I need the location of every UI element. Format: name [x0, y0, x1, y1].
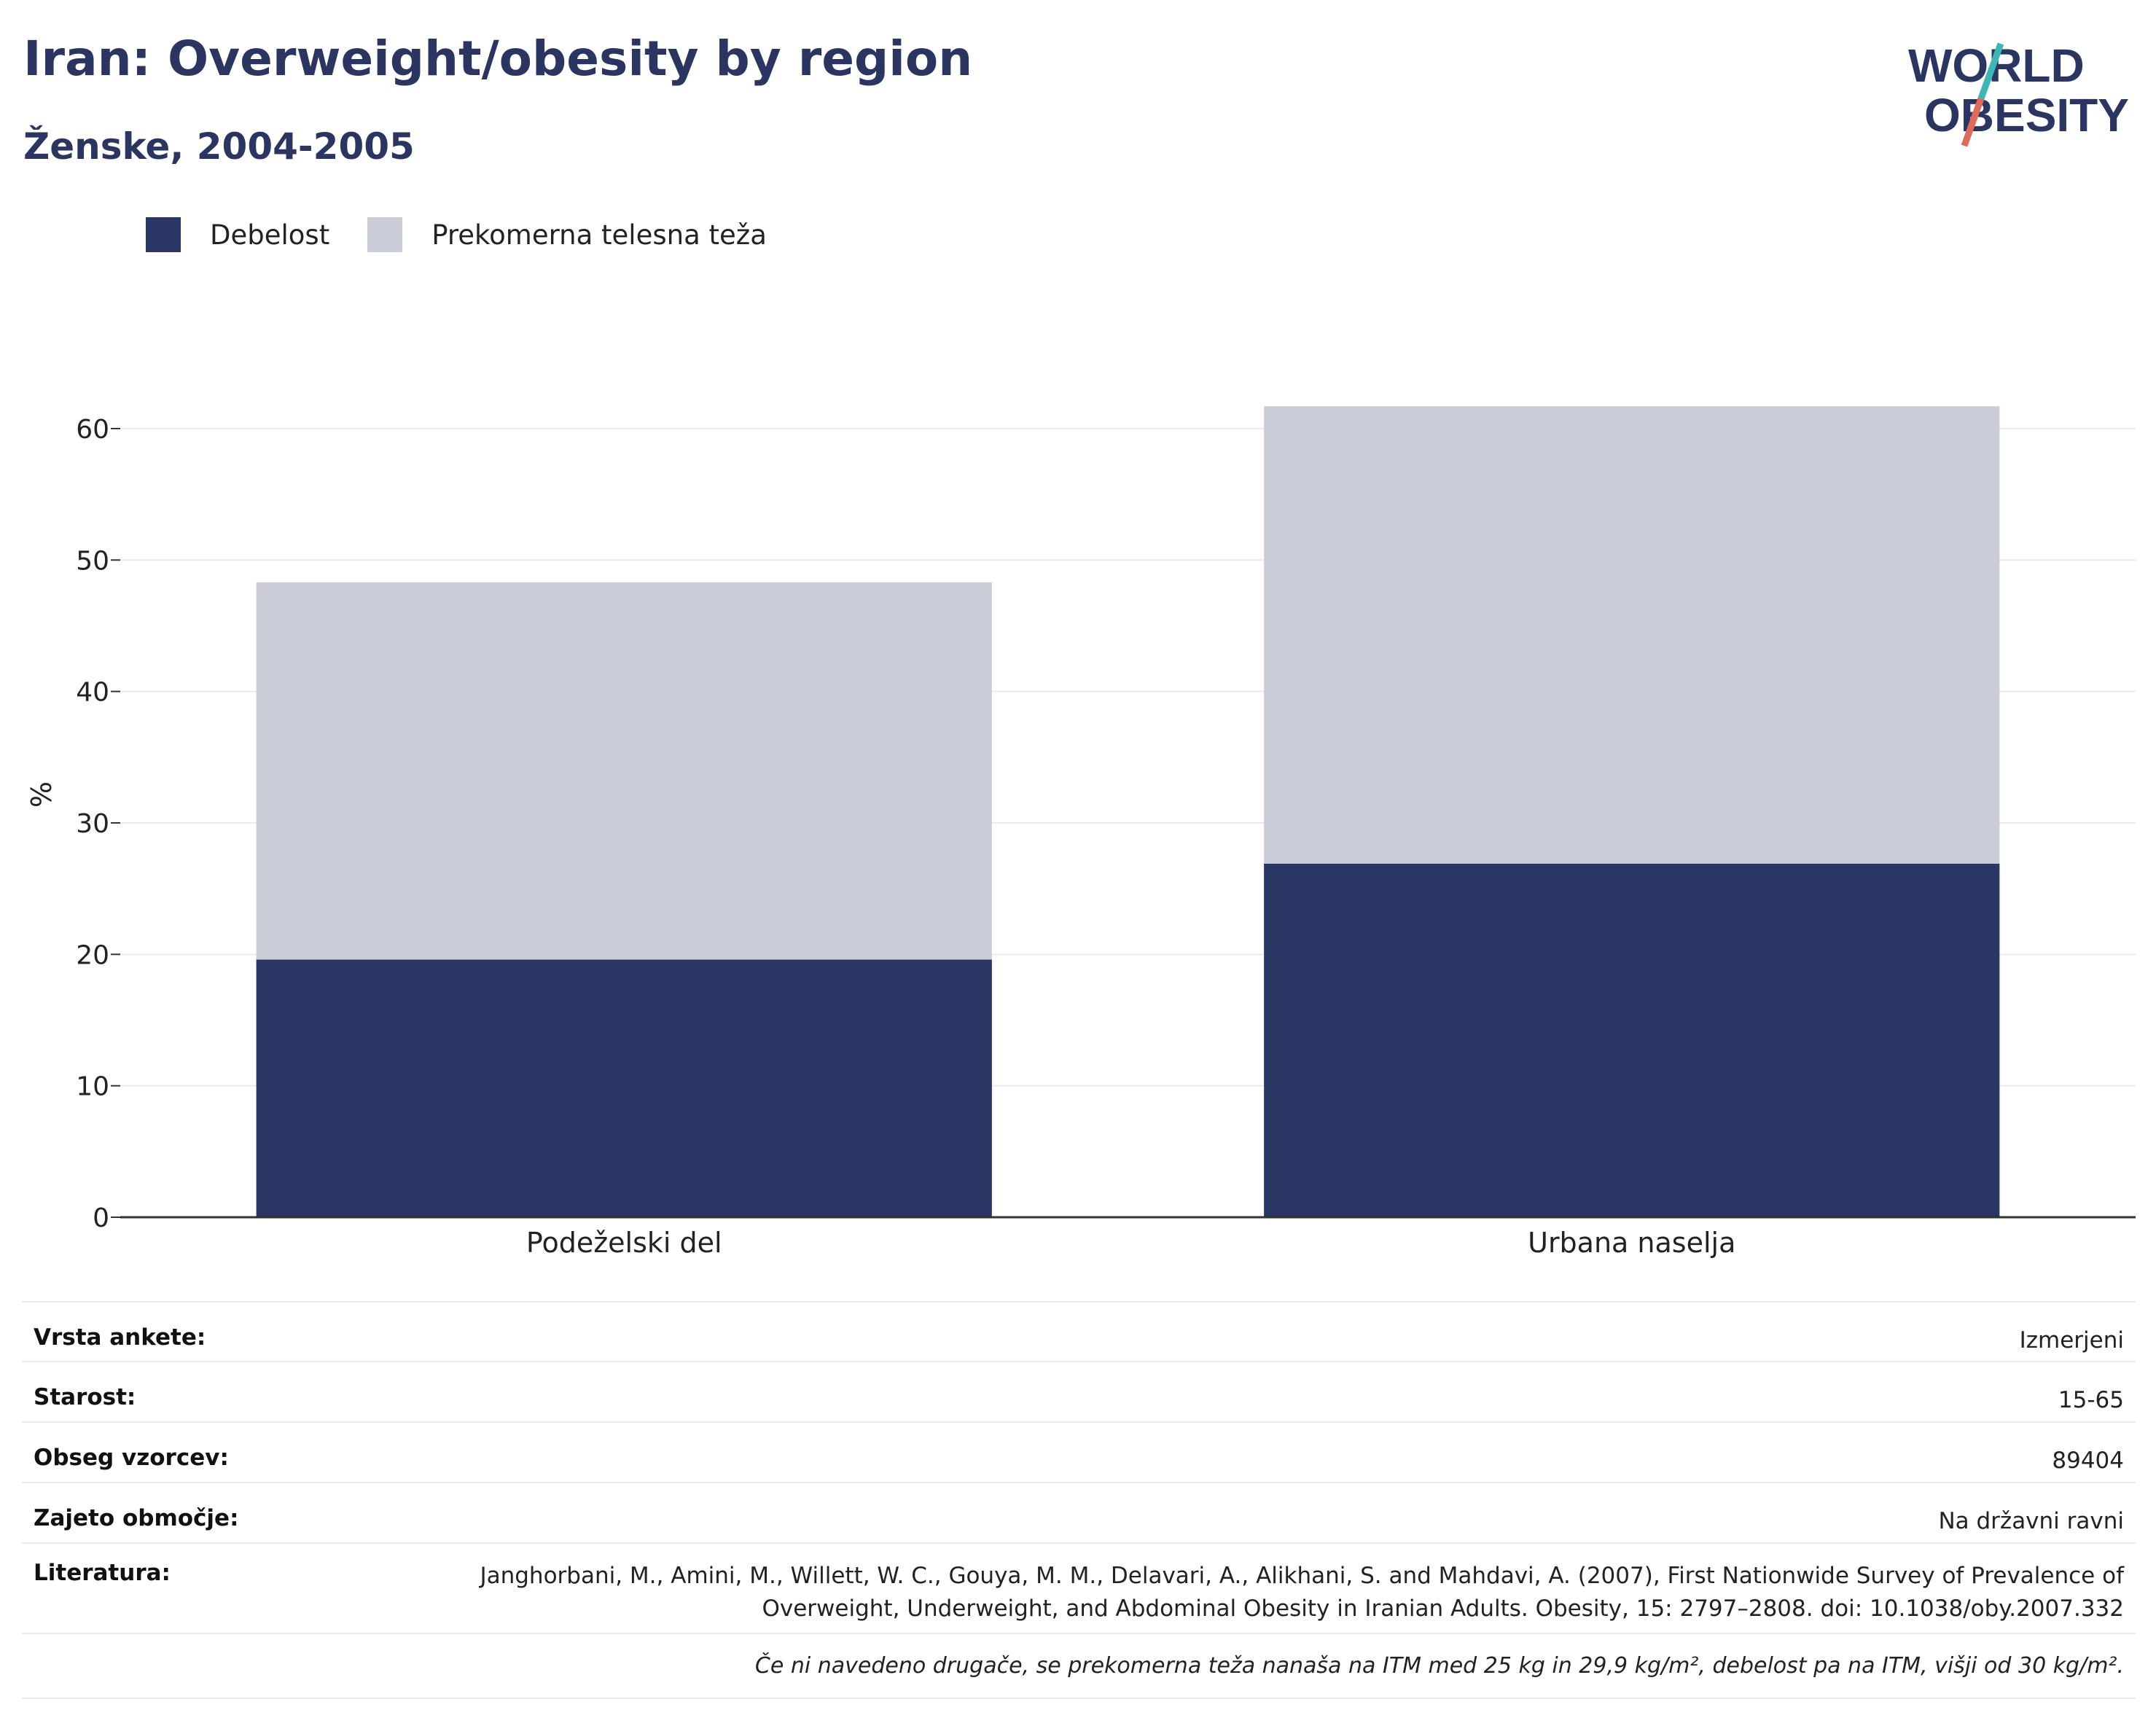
info-key: Zajeto območje: — [34, 1505, 239, 1531]
info-row-sample-size: Obseg vzorcev: 89404 — [22, 1421, 2136, 1482]
info-value: 15-65 — [2058, 1387, 2124, 1413]
legend: Debelost Prekomerna telesna teža — [146, 217, 805, 252]
legend-swatch-obesity — [146, 217, 181, 252]
info-value: Na državni ravni — [1938, 1508, 2124, 1534]
info-value: Izmerjeni — [2019, 1327, 2124, 1354]
reference-link[interactable]: Janghorbani, M., Amini, M., Willett, W. … — [480, 1563, 2124, 1622]
info-key: Literatura: — [34, 1560, 171, 1586]
y-tick-label: 50 — [76, 546, 109, 576]
bar-overweight-0 — [256, 582, 992, 960]
definition-note: Če ni navedeno drugače, se prekomerna te… — [22, 1633, 2136, 1699]
info-table: Vrsta ankete: Izmerjeni Starost: 15-65 O… — [22, 1301, 2136, 1699]
info-row-area: Zajeto območje: Na državni ravni — [22, 1482, 2136, 1542]
logo-slash-red — [1961, 97, 1985, 147]
y-tick-label: 60 — [76, 415, 109, 445]
logo-line2: OBESITY — [1924, 89, 2129, 141]
info-row-survey-type: Vrsta ankete: Izmerjeni — [22, 1301, 2136, 1361]
x-tick-label: Podeželski del — [526, 1227, 722, 1259]
legend-item-obesity[interactable]: Debelost — [146, 217, 329, 252]
bar-overweight-1 — [1264, 406, 2000, 864]
world-obesity-logo: WORLD OBESITY — [1908, 39, 2129, 147]
info-row-reference: Literatura: Janghorbani, M., Amini, M., … — [22, 1542, 2136, 1633]
legend-swatch-overweight — [367, 217, 403, 252]
bar-obesity-1 — [1264, 863, 2000, 1217]
logo-slash-teal — [1977, 42, 2004, 100]
chart-subtitle: Ženske, 2004-2005 — [23, 125, 415, 168]
info-key: Vrsta ankete: — [34, 1324, 206, 1351]
legend-label-overweight: Prekomerna telesna teža — [431, 219, 767, 251]
y-tick-label: 0 — [93, 1203, 109, 1233]
y-tick-label: 20 — [76, 940, 109, 970]
legend-item-overweight[interactable]: Prekomerna telesna teža — [367, 217, 767, 252]
info-value: 89404 — [2052, 1448, 2124, 1474]
legend-label-obesity: Debelost — [210, 219, 330, 251]
stacked-bar-chart: 0 10 20 30 40 50 60% Podeželski del Urbana nasel… — [26, 406, 2136, 1259]
info-key: Obseg vzorcev: — [34, 1445, 229, 1471]
bar-obesity-0 — [256, 959, 992, 1217]
chart-title: Iran: Overweight/obesity by region — [23, 31, 973, 87]
y-axis-label: % — [26, 781, 58, 808]
y-tick-label: 40 — [76, 678, 109, 708]
y-tick-label: 10 — [76, 1072, 109, 1102]
info-row-age: Starost: 15-65 — [22, 1361, 2136, 1421]
x-tick-label: Urbana naselja — [1528, 1227, 1735, 1259]
y-tick-label: 30 — [76, 809, 109, 839]
info-key: Starost: — [34, 1384, 136, 1410]
